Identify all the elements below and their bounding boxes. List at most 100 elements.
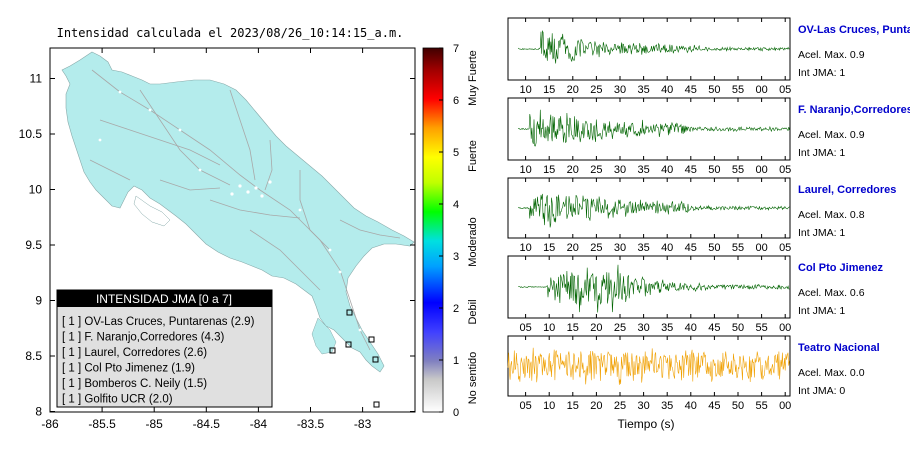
time-tick-label: 15: [543, 84, 555, 96]
time-tick-label: 25: [614, 400, 626, 412]
colorbar-category-label: Muy Fuerte: [467, 50, 479, 106]
time-tick-label: 20: [590, 322, 602, 334]
time-tick-label: 35: [661, 322, 673, 334]
map-x-tick-label: -85: [146, 417, 164, 431]
map-x-tick-label: -84.5: [193, 417, 221, 431]
osa-peninsula: [311, 317, 337, 355]
time-tick-label: 30: [614, 242, 626, 254]
waveform-frame: [507, 17, 791, 81]
time-tick-label: 55: [732, 242, 744, 254]
time-tick-label: 05: [779, 242, 791, 254]
time-tick-label: 20: [567, 84, 579, 96]
time-tick-label: 35: [637, 84, 649, 96]
map-frame: [49, 47, 416, 413]
time-tick-label: 00: [779, 322, 791, 334]
legend-item: [ 1 ] F. Naranjo,Corredores (4.3): [62, 332, 225, 344]
map-y-tick-label: 11: [30, 72, 43, 86]
time-tick-label: 10: [543, 400, 555, 412]
time-tick-label: 25: [590, 164, 602, 176]
map-y-tick-label: 9.5: [25, 238, 42, 252]
time-tick-label: 50: [732, 400, 744, 412]
waveform-frame: [507, 97, 791, 161]
waveform-panels: 10 15 20 25 30 35 40 45 50 55 00 05 OV-Las Cruces, P…: [507, 17, 910, 412]
map-x-tick-label: -83: [354, 417, 372, 431]
time-tick-label: 35: [661, 400, 673, 412]
station-name: Laurel, Corredores: [798, 184, 896, 196]
colorbar-tick-label: 7: [453, 43, 459, 55]
time-tick-label: 25: [614, 322, 626, 334]
time-tick-label: 30: [614, 84, 626, 96]
max-acceleration: Acel. Max. 0.6: [798, 287, 865, 299]
time-tick-label: 40: [661, 84, 673, 96]
max-acceleration: Acel. Max. 0.9: [798, 129, 865, 141]
time-tick-label: 00: [755, 164, 767, 176]
time-tick-label: 15: [543, 242, 555, 254]
time-tick-label: 10: [543, 322, 555, 334]
time-tick-label: 05: [519, 400, 531, 412]
station-name: OV-Las Cruces, Puntar: [798, 24, 910, 36]
time-tick-label: 10: [519, 164, 531, 176]
time-tick-label: 45: [685, 242, 697, 254]
station-name: Teatro Nacional: [798, 342, 880, 354]
waveform-trace: [518, 193, 790, 228]
colorbar-tick-label: 5: [453, 147, 459, 159]
legend-item: [ 1 ] Golfito UCR (2.0): [62, 394, 173, 406]
time-tick-label: 00: [755, 242, 767, 254]
time-tick-label: 30: [637, 400, 649, 412]
colorbar-tick-label: 2: [453, 303, 459, 315]
map-x-tick-label: -85.5: [88, 417, 116, 431]
legend-item: [ 1 ] OV-Las Cruces, Puntarenas (2.9): [62, 316, 255, 328]
intensity-legend: INTENSIDAD JMA [0 a 7] [ 1 ] OV-Las Cruc…: [56, 289, 273, 408]
time-tick-label: 45: [685, 84, 697, 96]
legend-item: [ 1 ] Col Pto Jimenez (1.9): [62, 363, 195, 375]
time-tick-label: 40: [661, 242, 673, 254]
intensity-colorbar: 7 6 5 4 3 2 1 0 Muy Fuerte Fuerte Moderado Debil No…: [422, 43, 479, 419]
jma-intensity: Int JMA: 1: [798, 305, 845, 317]
time-tick-label: 45: [708, 400, 720, 412]
waveform-trace: [518, 30, 790, 64]
time-tick-label: 50: [708, 84, 720, 96]
map-x-tick-label: -86: [41, 417, 59, 431]
time-tick-label: 10: [519, 242, 531, 254]
waveform-panel: 10 15 20 25 30 35 40 45 50 55 00 05 Laurel, Corredor…: [507, 177, 896, 254]
time-tick-label: 50: [732, 322, 744, 334]
colorbar-category-label: Debil: [467, 299, 479, 324]
time-tick-label: 55: [732, 84, 744, 96]
colorbar-tick-label: 1: [453, 355, 459, 367]
legend-item: [ 1 ] Laurel, Corredores (2.6): [62, 347, 207, 359]
map-y-tick-label: 10: [29, 183, 43, 197]
map-y-tick-label: 8: [35, 405, 42, 419]
map-x-tick-label: -84: [250, 417, 268, 431]
waveform-panel: 05 10 15 20 25 30 35 40 45 50 55 00 Col Pto Jimenez A…: [507, 255, 883, 334]
time-tick-label: 25: [590, 84, 602, 96]
time-axis-label: Tiempo (s): [618, 417, 675, 431]
time-tick-label: 15: [567, 400, 579, 412]
station-name: Col Pto Jimenez: [798, 262, 883, 274]
colorbar-tick-label: 3: [453, 251, 459, 263]
time-tick-label: 05: [779, 84, 791, 96]
jma-intensity: Int JMA: 0: [798, 385, 845, 397]
waveform-trace: [518, 109, 790, 147]
time-tick-label: 05: [779, 164, 791, 176]
time-tick-label: 25: [590, 242, 602, 254]
time-tick-label: 35: [637, 242, 649, 254]
legend-header: [57, 290, 272, 307]
time-tick-label: 55: [755, 400, 767, 412]
map-x-axis: -86 -85.5 -85 -84.5 -84 -83.5 -83: [41, 48, 372, 431]
max-acceleration: Acel. Max. 0.9: [798, 49, 865, 61]
costa-rica-landmass: [61, 51, 415, 373]
time-tick-label: 20: [590, 400, 602, 412]
time-tick-label: 30: [614, 164, 626, 176]
colorbar-tick-label: 6: [453, 95, 459, 107]
time-tick-label: 05: [519, 322, 531, 334]
waveform-frame: [507, 255, 791, 319]
colorbar-category-label: No sentido: [467, 352, 479, 405]
map-y-axis: 11 10.5 10 9.5 9 8.5 8: [19, 72, 415, 419]
map-title: Intensidad calculada el 2023/08/26_10:14…: [57, 26, 404, 40]
time-tick-label: 20: [567, 242, 579, 254]
road-network: [89, 69, 401, 351]
time-tick-label: 00: [779, 400, 791, 412]
time-tick-label: 10: [519, 84, 531, 96]
